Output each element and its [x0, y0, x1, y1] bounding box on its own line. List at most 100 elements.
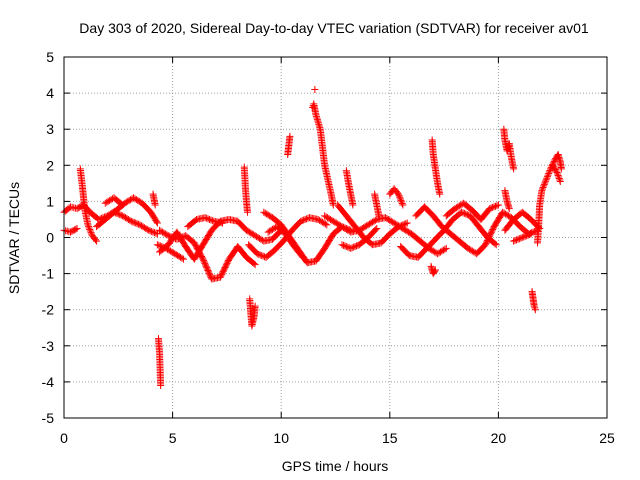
data-point: [204, 215, 212, 223]
data-point: [201, 261, 209, 269]
data-point: [136, 221, 144, 229]
data-point: [116, 211, 124, 219]
data-point: [127, 217, 135, 225]
data-point: [261, 209, 269, 217]
data-point: [543, 174, 551, 182]
data-point: [297, 217, 305, 225]
data-point: [403, 219, 411, 227]
data-point: [152, 229, 160, 237]
data-point: [361, 223, 369, 231]
data-point: [492, 241, 500, 249]
data-point: [324, 214, 332, 222]
data-point: [363, 222, 371, 230]
data-point: [545, 168, 553, 176]
data-point: [157, 382, 165, 390]
data-point: [513, 236, 520, 244]
data-point: [87, 229, 95, 237]
data-point: [153, 230, 161, 238]
y-tick-label: -5: [42, 410, 55, 426]
data-point: [264, 211, 272, 219]
data-point: [247, 229, 255, 237]
data-point: [556, 176, 564, 184]
data-point: [398, 199, 406, 207]
y-tick-label: 0: [46, 230, 54, 246]
data-point: [431, 267, 439, 275]
data-point: [451, 205, 459, 213]
data-point: [323, 221, 331, 229]
data-point: [298, 217, 306, 225]
data-point: [344, 226, 352, 234]
data-point: [201, 214, 209, 222]
data-point: [397, 196, 405, 204]
data-point: [486, 205, 494, 213]
data-point: [129, 218, 137, 226]
data-point: [172, 251, 180, 259]
data-point: [169, 249, 177, 257]
data-point: [204, 267, 212, 275]
data-point: [360, 224, 368, 232]
data-point: [317, 217, 325, 225]
data-point: [248, 230, 256, 238]
data-point: [441, 245, 449, 253]
data-point: [442, 244, 450, 252]
data-point: [370, 217, 378, 225]
data-point: [505, 212, 513, 220]
data-point: [104, 197, 112, 205]
data-point: [126, 216, 134, 224]
data-point: [161, 244, 169, 252]
data-point: [160, 229, 168, 237]
data-point: [242, 226, 250, 234]
data-point: [348, 244, 356, 252]
data-point: [550, 164, 558, 172]
data-point: [202, 262, 210, 270]
data-point: [166, 247, 174, 255]
data-point: [316, 216, 324, 224]
data-point: [396, 195, 404, 203]
data-point: [459, 209, 467, 217]
data-point: [551, 166, 559, 174]
data-point: [208, 217, 216, 225]
data-point: [381, 214, 389, 222]
data-point: [264, 228, 272, 236]
data-point: [303, 215, 311, 223]
data-point: [555, 173, 563, 181]
data-point: [394, 223, 402, 231]
data-point: [111, 209, 119, 217]
data-points: [60, 85, 565, 390]
data-point: [494, 201, 502, 209]
data-point: [119, 212, 127, 220]
data-point: [301, 215, 309, 223]
data-point: [349, 201, 357, 209]
data-point: [219, 219, 227, 227]
plot-frame: [63, 56, 608, 419]
y-tick-label: -4: [42, 374, 55, 390]
data-point: [460, 209, 468, 217]
data-point: [542, 177, 550, 185]
x-tick-label: 15: [382, 430, 398, 446]
data-point: [403, 227, 411, 235]
data-point: [554, 170, 562, 178]
data-point: [298, 252, 306, 260]
data-point: [164, 245, 172, 253]
data-point: [205, 268, 213, 276]
data-point: [531, 304, 539, 312]
data-point: [464, 244, 472, 252]
data-point: [206, 271, 214, 279]
data-point: [163, 231, 171, 239]
data-point: [517, 234, 525, 242]
data-point: [400, 220, 408, 228]
data-point: [149, 228, 157, 236]
y-tick-label: -3: [42, 338, 55, 354]
data-point: [251, 232, 259, 240]
data-point: [72, 225, 80, 233]
data-point: [201, 259, 209, 267]
data-point: [395, 192, 403, 200]
data-point: [250, 260, 258, 268]
data-point: [124, 197, 132, 205]
data-point: [366, 220, 374, 228]
data-point: [384, 215, 392, 223]
data-point: [157, 227, 165, 235]
data-point: [122, 214, 130, 222]
data-point: [156, 242, 164, 250]
data-point: [331, 218, 339, 226]
